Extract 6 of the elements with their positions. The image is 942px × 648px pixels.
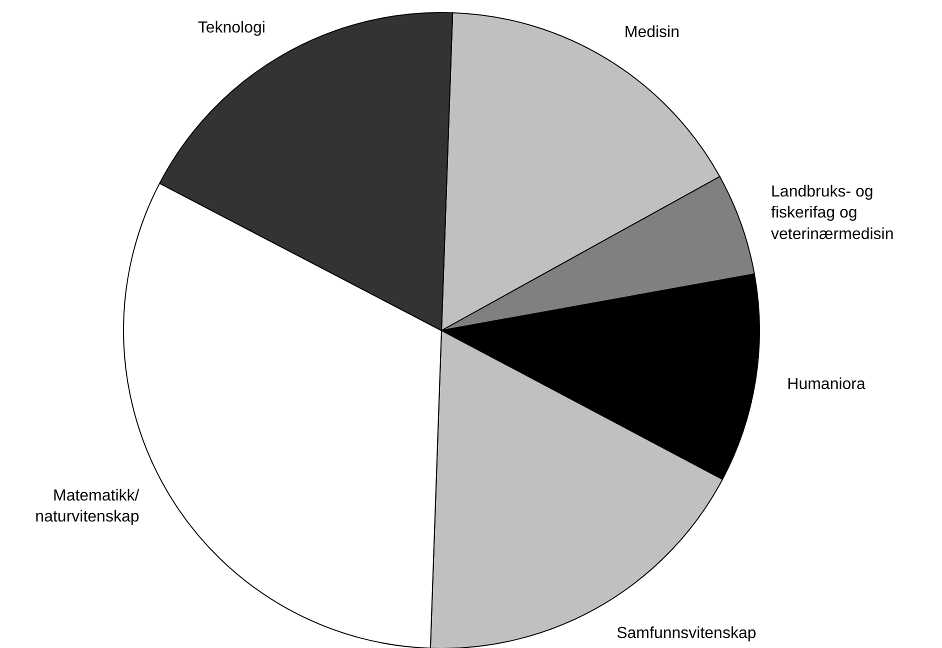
slice-label: Humaniora <box>787 376 866 393</box>
slice-label: Samfunnsvitenskap <box>616 624 756 642</box>
slice-label: Medisin <box>624 24 680 41</box>
slice-label: Teknologi <box>198 20 266 37</box>
slice-label: Matematikk/ naturvitenskap <box>35 487 140 526</box>
slice-label: Landbruks- og fiskerifag og veterinærmedisin <box>771 183 894 243</box>
